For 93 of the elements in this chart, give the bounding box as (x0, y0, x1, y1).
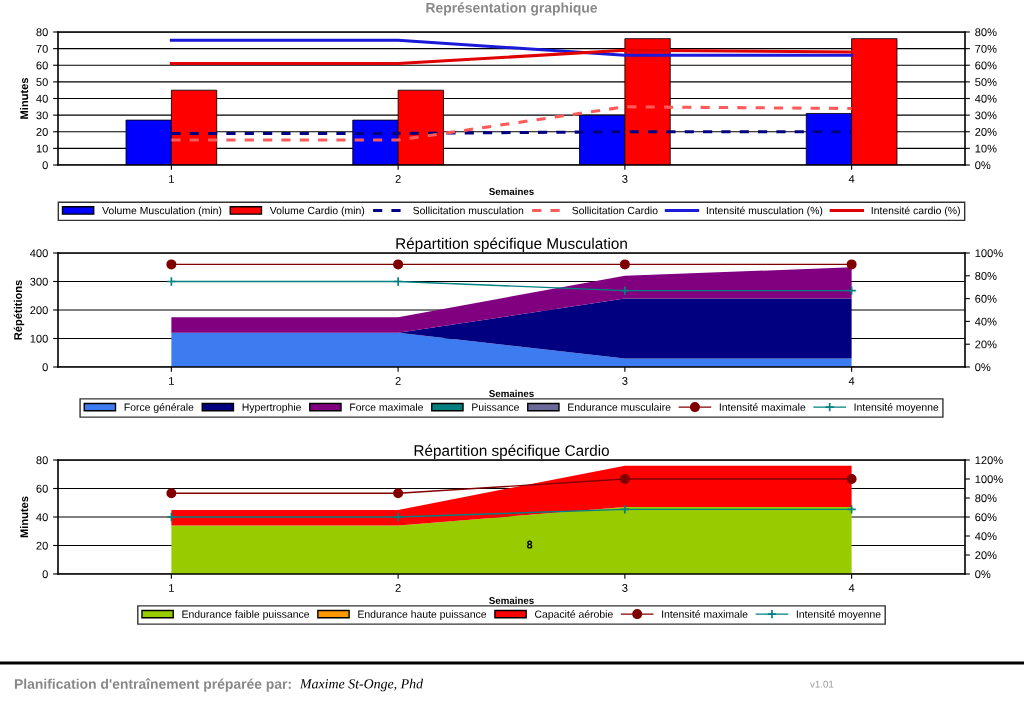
legend-label: Endurance haute puissance (358, 610, 487, 620)
y2-tick-label: 60% (975, 61, 997, 70)
y2-tick-label: 0% (975, 161, 991, 170)
legend-label: Force générale (124, 403, 194, 413)
x-axis-title: Semaines (489, 187, 534, 195)
y2-tick-label: 100% (975, 475, 1003, 484)
x-axis-title: Semaines (489, 389, 534, 397)
legend-label: Hypertrophie (242, 403, 301, 413)
point (619, 259, 630, 270)
y-tick-label: 60 (36, 61, 48, 70)
y-tick-label: 10 (36, 144, 48, 153)
y2-tick-label: 50% (975, 78, 997, 87)
x-tick-label: 3 (622, 584, 628, 592)
y-tick-label: 70 (36, 44, 48, 53)
y2-tick-label: 10% (975, 144, 997, 153)
annotation: 8 (526, 540, 533, 549)
x-tick-label: 4 (848, 584, 855, 592)
legend-label: Intensité maximale (662, 610, 748, 618)
chart-title: Représentation graphique (426, 2, 598, 16)
y2-tick-label: 20% (975, 551, 997, 560)
legend-label: Volume Cardio (min) (269, 206, 365, 217)
y-tick-label: 0 (42, 570, 48, 579)
x-tick-label: 4 (848, 175, 855, 183)
x-tick-label: 2 (395, 377, 401, 385)
legend-label: Puissance (472, 403, 519, 411)
y-tick-label: 100 (30, 334, 48, 343)
point (393, 488, 404, 499)
legend-label: Intensité cardio (%) (871, 206, 960, 217)
text: Planification d'entraînement préparée par: (14, 678, 291, 692)
point (166, 259, 177, 270)
y-axis-title: Répétitions (13, 280, 25, 340)
y-tick-label: 300 (30, 277, 48, 286)
point (393, 259, 404, 270)
y2-tick-label: 20% (975, 340, 997, 349)
x-tick-label: 2 (395, 584, 401, 592)
y2-tick-label: 40% (974, 317, 997, 326)
y2-tick-label: 40% (974, 532, 997, 541)
legend-label: Intensité moyenne (796, 610, 881, 620)
legend-label: Capacité aérobie (535, 610, 613, 620)
legend-label: Sollicitation musculation (413, 206, 524, 215)
y2-tick-label: 80% (975, 272, 997, 280)
y2-tick-label: 120% (975, 456, 1003, 465)
y-tick-label: 0 (42, 363, 48, 372)
y-tick-label: 60 (36, 484, 48, 493)
text: Maxime St-Onge, Phd (299, 678, 424, 692)
y2-tick-label: 60% (975, 294, 997, 303)
y-tick-label: 50 (36, 78, 48, 87)
y-tick-label: 40 (36, 513, 48, 522)
y-tick-label: 80 (36, 28, 48, 37)
y2-tick-label: 30% (975, 111, 997, 120)
chart-title: Répartition spécifique Musculation (396, 237, 627, 252)
y-axis-title: Minutes (20, 496, 29, 538)
x-tick-label: 3 (622, 175, 628, 183)
y2-tick-label: 20% (975, 128, 997, 136)
y-axis-title: Minutes (20, 77, 29, 119)
y2-tick-label: 80% (975, 494, 997, 503)
legend-label: Intensité maximale (719, 403, 806, 411)
legend-label: Volume Musculation (min) (102, 206, 222, 217)
legend-label: Endurance musculaire (568, 403, 671, 411)
x-axis-title: Semaines (489, 596, 534, 604)
y2-tick-label: 40% (974, 94, 997, 103)
text: v1.01 (810, 680, 834, 688)
point (619, 473, 630, 485)
y-tick-label: 200 (30, 306, 48, 315)
x-tick-label: 1 (169, 584, 174, 592)
y2-tick-label: 80% (975, 28, 997, 37)
point (846, 473, 857, 485)
point (846, 259, 857, 270)
x-tick-label: 3 (622, 377, 628, 385)
legend-label: Force maximale (350, 403, 423, 411)
legend-label: Sollicitation Cardio (572, 206, 658, 215)
y-tick-label: 30 (36, 111, 48, 120)
legend-label: Intensité moyenne (854, 403, 939, 413)
x-tick-label: 1 (169, 377, 174, 385)
point (393, 511, 404, 523)
y-tick-label: 400 (30, 249, 48, 258)
y-tick-label: 20 (36, 541, 48, 550)
y2-tick-label: 60% (975, 513, 997, 522)
y-tick-label: 20 (36, 128, 48, 136)
y2-tick-label: 70% (975, 44, 997, 53)
y-tick-label: 0 (42, 161, 48, 170)
y2-tick-label: 0% (975, 570, 991, 579)
x-tick-label: 2 (395, 175, 401, 183)
y-tick-label: 40 (36, 94, 48, 103)
y-tick-label: 80 (36, 456, 48, 465)
legend-label: Intensité musculation (%) (706, 206, 823, 217)
point (166, 488, 177, 499)
chart-title: Répartition spécifique Cardio (414, 444, 609, 459)
y2-tick-label: 100% (975, 249, 1003, 258)
x-tick-label: 1 (169, 175, 174, 183)
legend-label: Endurance faible puissance (182, 610, 310, 620)
y2-tick-label: 0% (975, 363, 991, 372)
x-tick-label: 4 (848, 377, 855, 385)
